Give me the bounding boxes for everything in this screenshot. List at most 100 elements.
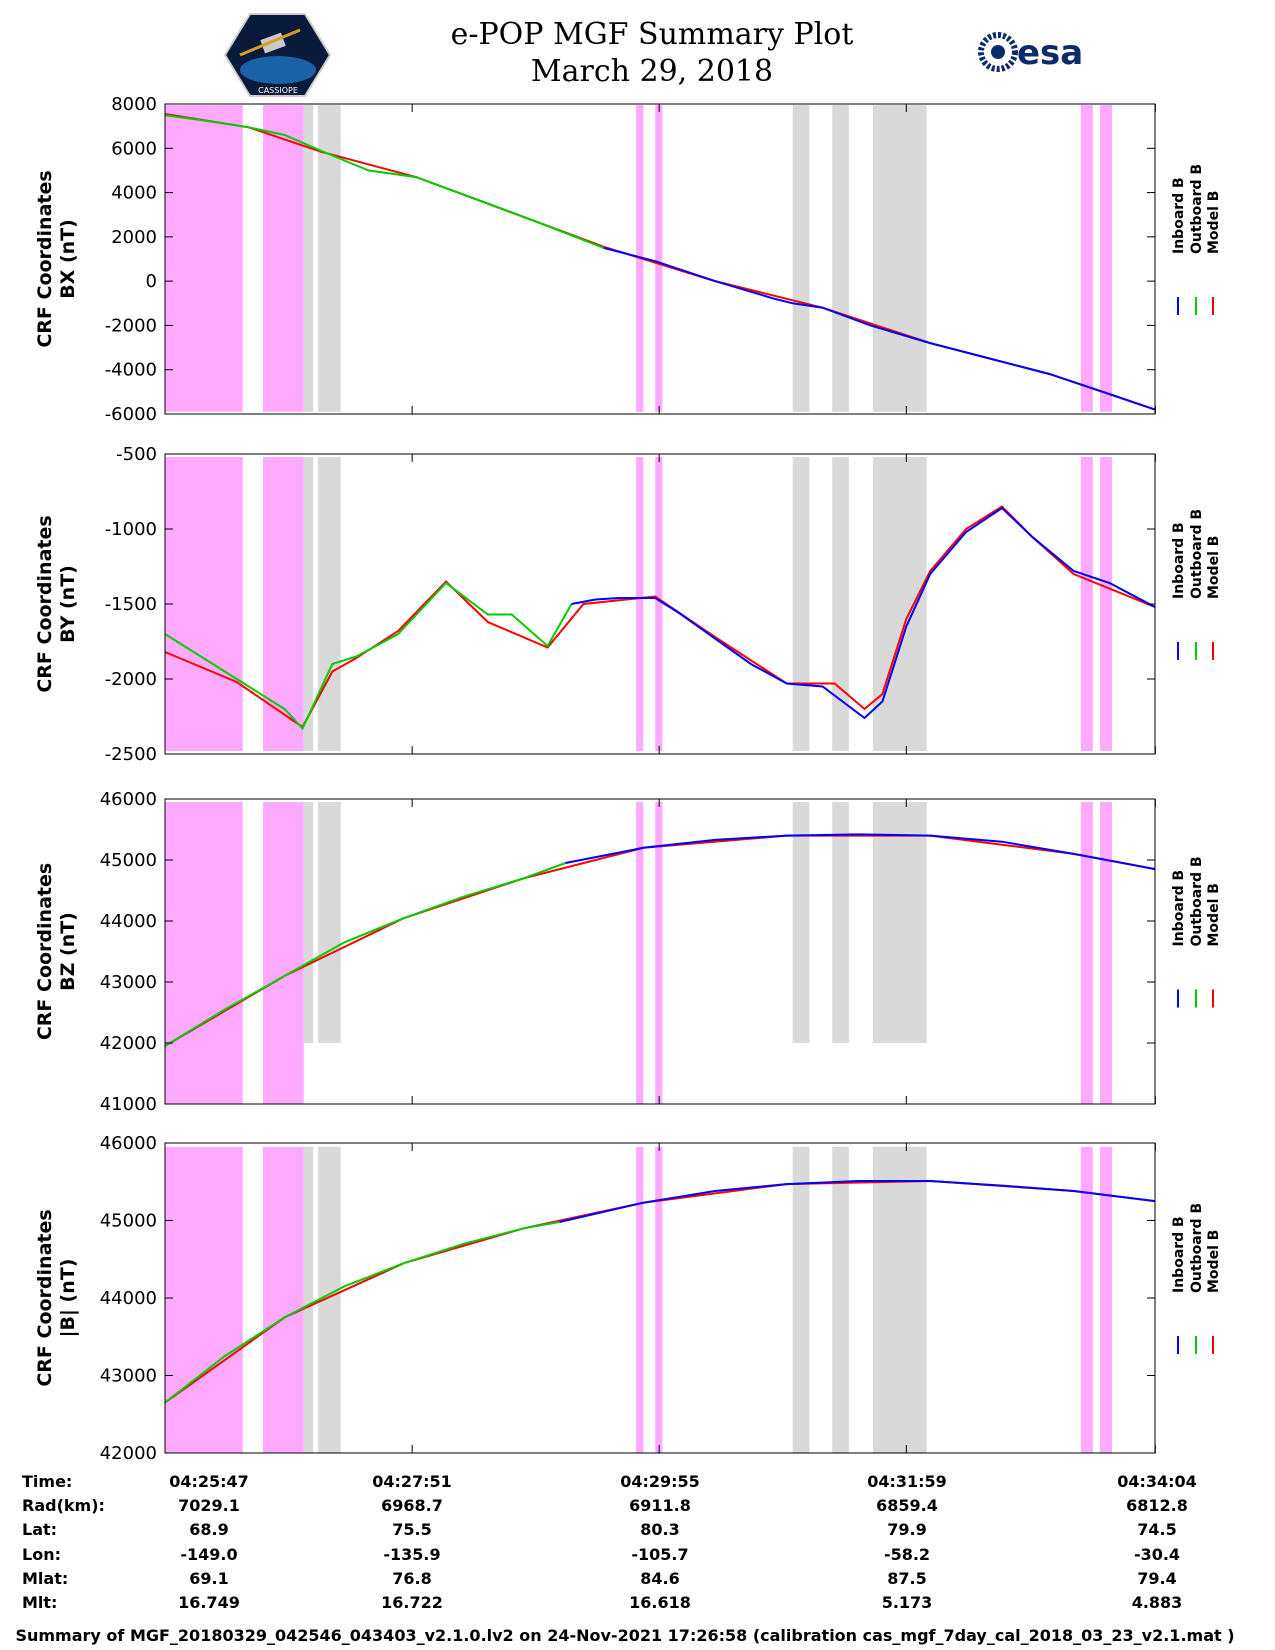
- legend: Inboard B Outboard B Model B: [1171, 856, 1222, 1008]
- info-cell: 74.5: [1137, 1520, 1176, 1539]
- info-cell: 04:25:47: [169, 1472, 249, 1491]
- info-cell: 6812.8: [1126, 1496, 1188, 1515]
- info-cell: -105.7: [631, 1545, 688, 1564]
- series-line-outboard-b: [164, 581, 573, 731]
- cassiope-logo-text: CASSIOPE: [258, 86, 298, 95]
- legend-label: Inboard B: [1171, 1216, 1187, 1293]
- plot-date: March 29, 2018: [531, 54, 773, 89]
- pink-band: [1100, 1146, 1112, 1453]
- info-cell: 04:27:51: [372, 1472, 452, 1491]
- info-row-label: Lon:: [22, 1545, 61, 1564]
- gray-band: [303, 1146, 314, 1453]
- info-cell: 16.722: [381, 1593, 443, 1612]
- pink-band: [636, 457, 644, 751]
- y-axis-label: CRF Coordinates: [34, 170, 56, 347]
- y-tick-label: 46000: [100, 789, 157, 810]
- gray-band: [872, 1146, 927, 1453]
- y-tick-label: 44000: [100, 911, 157, 932]
- info-row-label: Lat:: [22, 1520, 57, 1539]
- gray-band: [303, 802, 314, 1043]
- axes-frame: [164, 103, 1156, 415]
- series-line-model-b: [164, 505, 1156, 729]
- info-cell: 80.3: [640, 1520, 679, 1539]
- pink-band: [165, 1146, 243, 1453]
- gray-band: [792, 802, 810, 1043]
- pink-band: [1100, 105, 1112, 412]
- esa-logo: esa: [978, 32, 1083, 73]
- info-cell: 16.749: [178, 1593, 240, 1612]
- panel-by: -2500 -2000 -1500 -1000 -500 CRF Coordinates B…: [34, 444, 1222, 765]
- axes-frame: [164, 798, 1156, 1105]
- y-tick-label: -4000: [105, 360, 157, 381]
- gray-band: [872, 105, 927, 412]
- y-axis-label: BY (nT): [57, 565, 79, 643]
- gray-band: [872, 457, 927, 751]
- plot-title: e-POP MGF Summary Plot: [451, 17, 854, 52]
- legend-label: Outboard B: [1189, 856, 1205, 946]
- info-row-label: Time:: [22, 1472, 72, 1491]
- series-line-inboard-b: [571, 506, 1156, 720]
- y-axis-label: BX (nT): [57, 219, 79, 299]
- info-cell: 6859.4: [876, 1496, 938, 1515]
- y-tick-label: -2000: [105, 315, 157, 336]
- gray-band: [318, 802, 341, 1043]
- legend-label: Model B: [1206, 883, 1222, 946]
- gray-band: [792, 105, 810, 412]
- info-cell: 16.618: [629, 1593, 691, 1612]
- legend: Inboard B Outboard B Model B: [1171, 509, 1222, 660]
- info-cell: 6911.8: [629, 1496, 691, 1515]
- pink-band: [1080, 1146, 1093, 1453]
- gray-band: [832, 105, 849, 412]
- legend-label: Model B: [1206, 191, 1222, 254]
- info-cell: 4.883: [1132, 1593, 1183, 1612]
- y-axis-label: CRF Coordinates: [34, 515, 56, 692]
- gray-band: [832, 457, 849, 751]
- pink-band: [636, 1146, 644, 1453]
- series-line-outboard-b: [164, 862, 566, 1047]
- y-tick-label: 4000: [111, 183, 157, 204]
- y-tick-label: 8000: [111, 94, 157, 115]
- esa-logo-text: esa: [1017, 33, 1083, 73]
- legend-label: Inboard B: [1171, 177, 1187, 254]
- gray-band: [318, 1146, 341, 1453]
- y-tick-label: -2500: [105, 744, 157, 765]
- pink-band: [263, 1146, 304, 1453]
- pink-band: [1080, 457, 1093, 751]
- info-cell: 76.8: [392, 1569, 431, 1588]
- orbit-info-table: Time: Rad(km): Lat: Lon: Mlat: Mlt: 04:25:47 70…: [22, 1472, 1197, 1612]
- pink-band: [263, 457, 304, 751]
- legend-label: Outboard B: [1189, 509, 1205, 599]
- info-cell: -135.9: [383, 1545, 440, 1564]
- panel-bmag: 42000 43000 44000 45000 46000 CRF Coordinates…: [34, 1133, 1222, 1464]
- y-tick-label: 43000: [100, 1366, 157, 1387]
- footer-caption: Summary of MGF_20180329_042546_043403_v2…: [15, 1626, 1234, 1645]
- series-line-outboard-b: [164, 1221, 560, 1404]
- series-line-outboard-b: [164, 114, 605, 249]
- panel-bz: 41000 42000 43000 44000 45000 46000 CRF Coordi…: [34, 789, 1222, 1115]
- gray-band: [318, 105, 341, 412]
- pink-band: [165, 802, 243, 1104]
- gray-band: [303, 105, 314, 412]
- y-tick-label: 41000: [100, 1094, 157, 1115]
- info-cell: -58.2: [884, 1545, 930, 1564]
- y-tick-label: -500: [116, 444, 157, 465]
- header: CASSIOPE e-POP MGF Summary Plot March 29…: [223, 13, 1083, 97]
- pink-band: [1100, 802, 1112, 1104]
- series-line-inboard-b: [565, 833, 1156, 871]
- info-cell: 04:31:59: [867, 1472, 947, 1491]
- gray-band: [318, 457, 341, 751]
- y-axis-label: CRF Coordinates: [34, 1209, 56, 1386]
- pink-band: [1080, 105, 1093, 412]
- info-cell: 5.173: [882, 1593, 933, 1612]
- gray-band: [872, 802, 927, 1043]
- y-tick-label: 45000: [100, 850, 157, 871]
- pink-band: [655, 105, 663, 412]
- y-axis-label: BZ (nT): [57, 912, 79, 991]
- pink-band: [263, 802, 304, 1104]
- legend: Inboard B Outboard B Model B: [1171, 1203, 1222, 1354]
- gray-band: [303, 457, 314, 751]
- y-tick-label: -6000: [105, 404, 157, 425]
- series-line-inboard-b: [603, 246, 1156, 411]
- y-tick-label: -1000: [105, 519, 157, 540]
- legend-label: Inboard B: [1171, 522, 1187, 599]
